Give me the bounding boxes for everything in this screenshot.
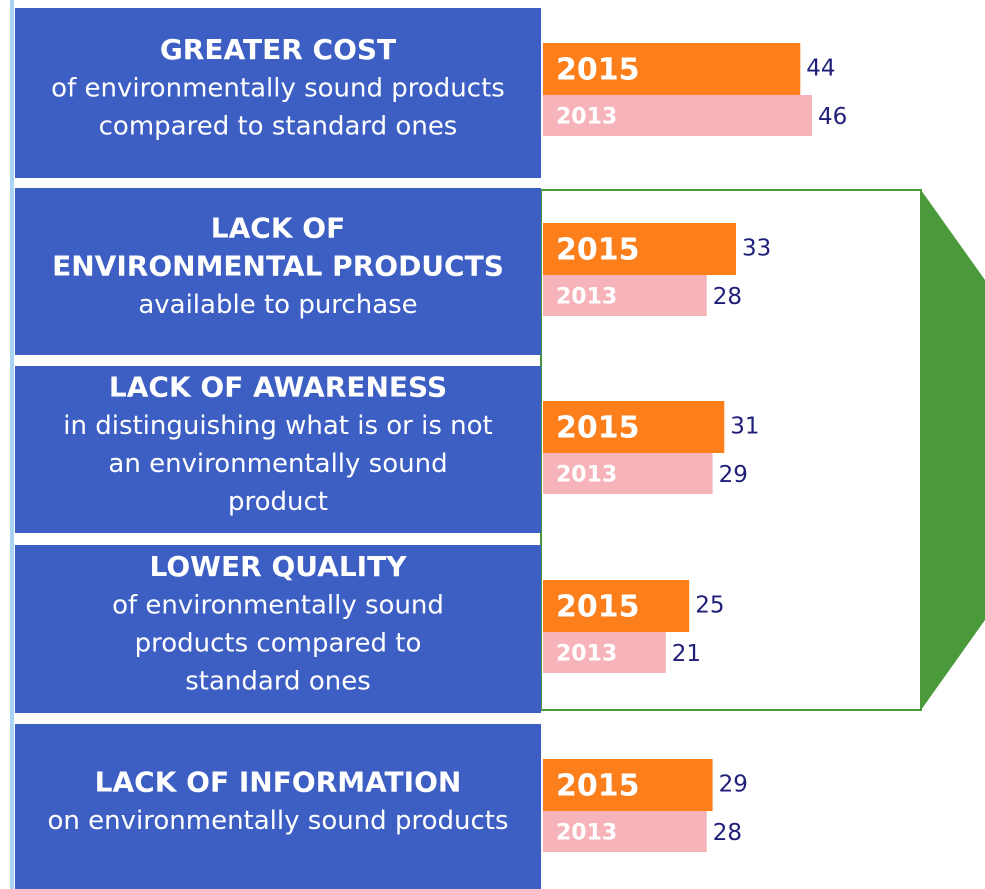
category-heading: LACK OF INFORMATION — [95, 766, 462, 799]
bar-series-label: 2015 — [556, 590, 640, 625]
category-description: on environmentally sound products — [48, 806, 509, 836]
value-label: 33 — [742, 236, 771, 262]
category-description: compared to standard ones — [99, 112, 458, 142]
category-box — [15, 724, 541, 889]
bar — [543, 759, 713, 811]
bar-series-label: 2013 — [556, 463, 617, 488]
category-description: an environmentally sound — [108, 449, 447, 479]
category-heading: LOWER QUALITY — [150, 550, 408, 583]
category-box — [15, 8, 541, 178]
value-label: 46 — [818, 104, 847, 130]
bar-series-label: 2013 — [556, 642, 617, 667]
category-description: of environmentally sound products — [51, 74, 505, 104]
bar — [543, 43, 801, 95]
category-heading: ENVIRONMENTAL PRODUCTS — [52, 250, 504, 283]
bar-series-label: 2015 — [556, 233, 640, 268]
category-description: standard ones — [185, 667, 371, 697]
bar — [543, 580, 690, 632]
category-description: products compared to — [135, 629, 422, 659]
category-description: available to purchase — [138, 290, 417, 320]
bar — [543, 453, 713, 494]
bar — [543, 811, 707, 852]
value-label: 28 — [713, 284, 742, 310]
bar-series-label: 2013 — [556, 105, 617, 130]
bar-series-label: 2015 — [556, 411, 640, 446]
value-label: 21 — [672, 641, 701, 667]
side-line — [10, 0, 14, 889]
category-box — [15, 366, 541, 533]
bar — [543, 401, 725, 453]
bar — [543, 95, 812, 136]
bar-series-label: 2015 — [556, 53, 640, 88]
value-label: 31 — [730, 414, 759, 440]
category-heading: GREATER COST — [160, 33, 396, 66]
category-box — [15, 545, 541, 713]
value-label: 28 — [713, 820, 742, 846]
value-label: 25 — [695, 593, 724, 619]
value-label: 29 — [719, 462, 748, 488]
category-description: of environmentally sound — [112, 591, 444, 621]
value-label: 44 — [806, 56, 835, 82]
bar — [543, 275, 707, 316]
bar-series-label: 2013 — [556, 821, 617, 846]
category-description: in distinguishing what is or is not — [63, 411, 492, 441]
category-description: product — [228, 487, 328, 517]
bar-series-label: 2013 — [556, 285, 617, 310]
category-heading: LACK OF — [211, 212, 345, 245]
category-box — [15, 188, 541, 355]
group-arrow — [921, 190, 985, 710]
bar — [543, 223, 736, 275]
bar-series-label: 2015 — [556, 769, 640, 804]
value-label: 29 — [719, 772, 748, 798]
category-heading: LACK OF AWARENESS — [109, 371, 447, 404]
bar — [543, 632, 666, 673]
